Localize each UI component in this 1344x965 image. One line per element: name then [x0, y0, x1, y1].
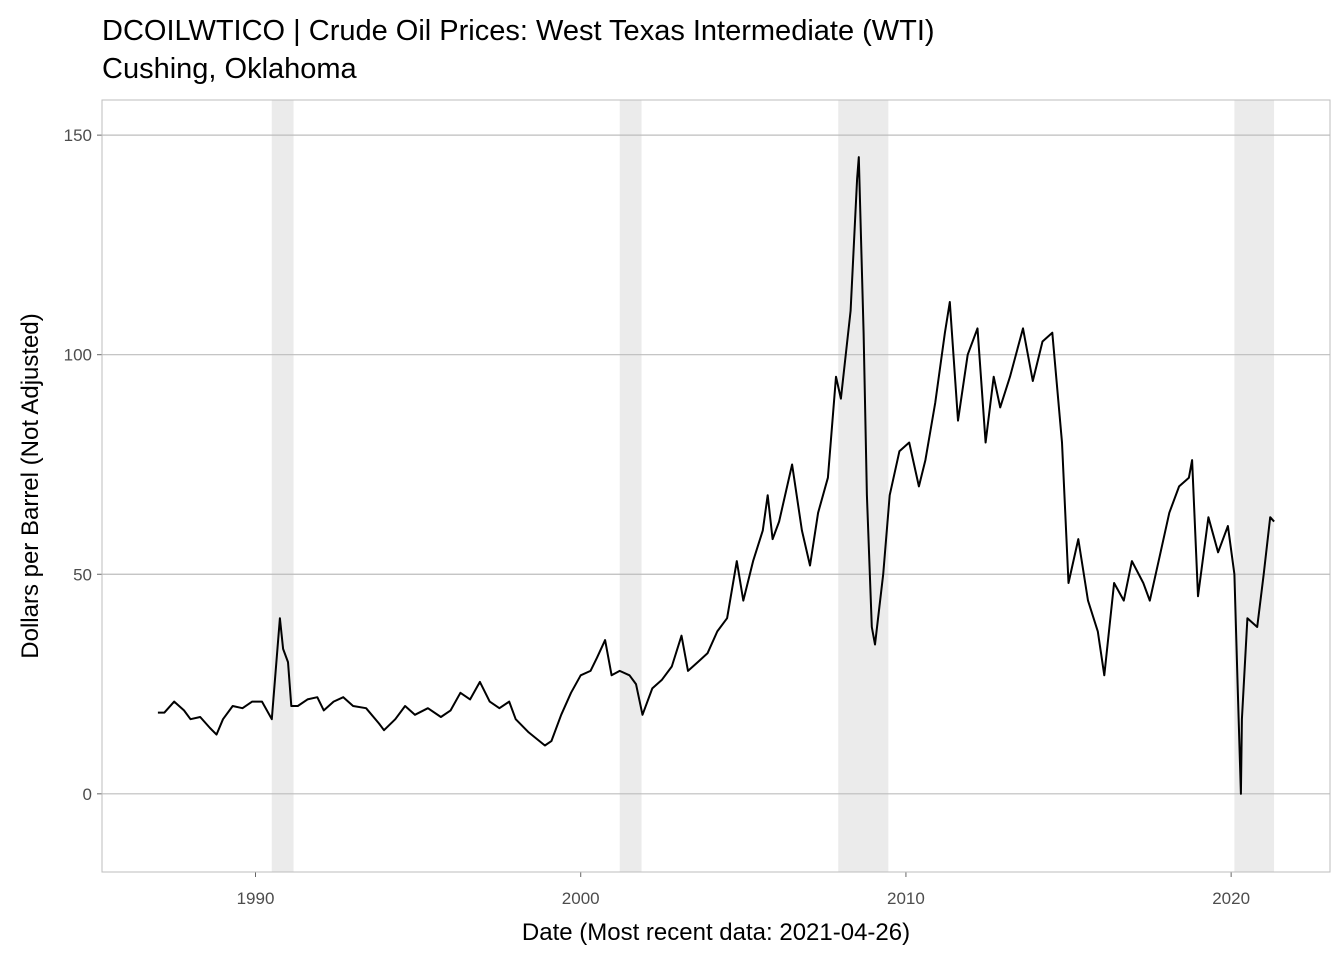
y-tick-label: 150 — [64, 126, 92, 145]
recession-band — [619, 100, 642, 872]
x-tick-label: 2000 — [562, 889, 600, 908]
y-tick-label: 0 — [83, 785, 92, 804]
x-axis-label: Date (Most recent data: 2021-04-26) — [522, 919, 910, 946]
price-line — [157, 156, 1275, 795]
x-tick-label: 2020 — [1212, 889, 1250, 908]
panel-border — [101, 99, 1331, 873]
recession-band — [838, 100, 889, 872]
y-axis-label: Dollars per Barrel (Not Adjusted) — [17, 313, 44, 658]
x-tick-label: 1990 — [237, 889, 275, 908]
chart-subtitle: Cushing, Oklahoma — [102, 53, 358, 85]
chart-title: DCOILWTICO | Crude Oil Prices: West Texa… — [102, 15, 935, 47]
y-tick-label: 100 — [64, 346, 92, 365]
y-tick-label: 50 — [73, 565, 92, 584]
recession-band — [271, 100, 294, 872]
x-tick-label: 2010 — [887, 889, 925, 908]
